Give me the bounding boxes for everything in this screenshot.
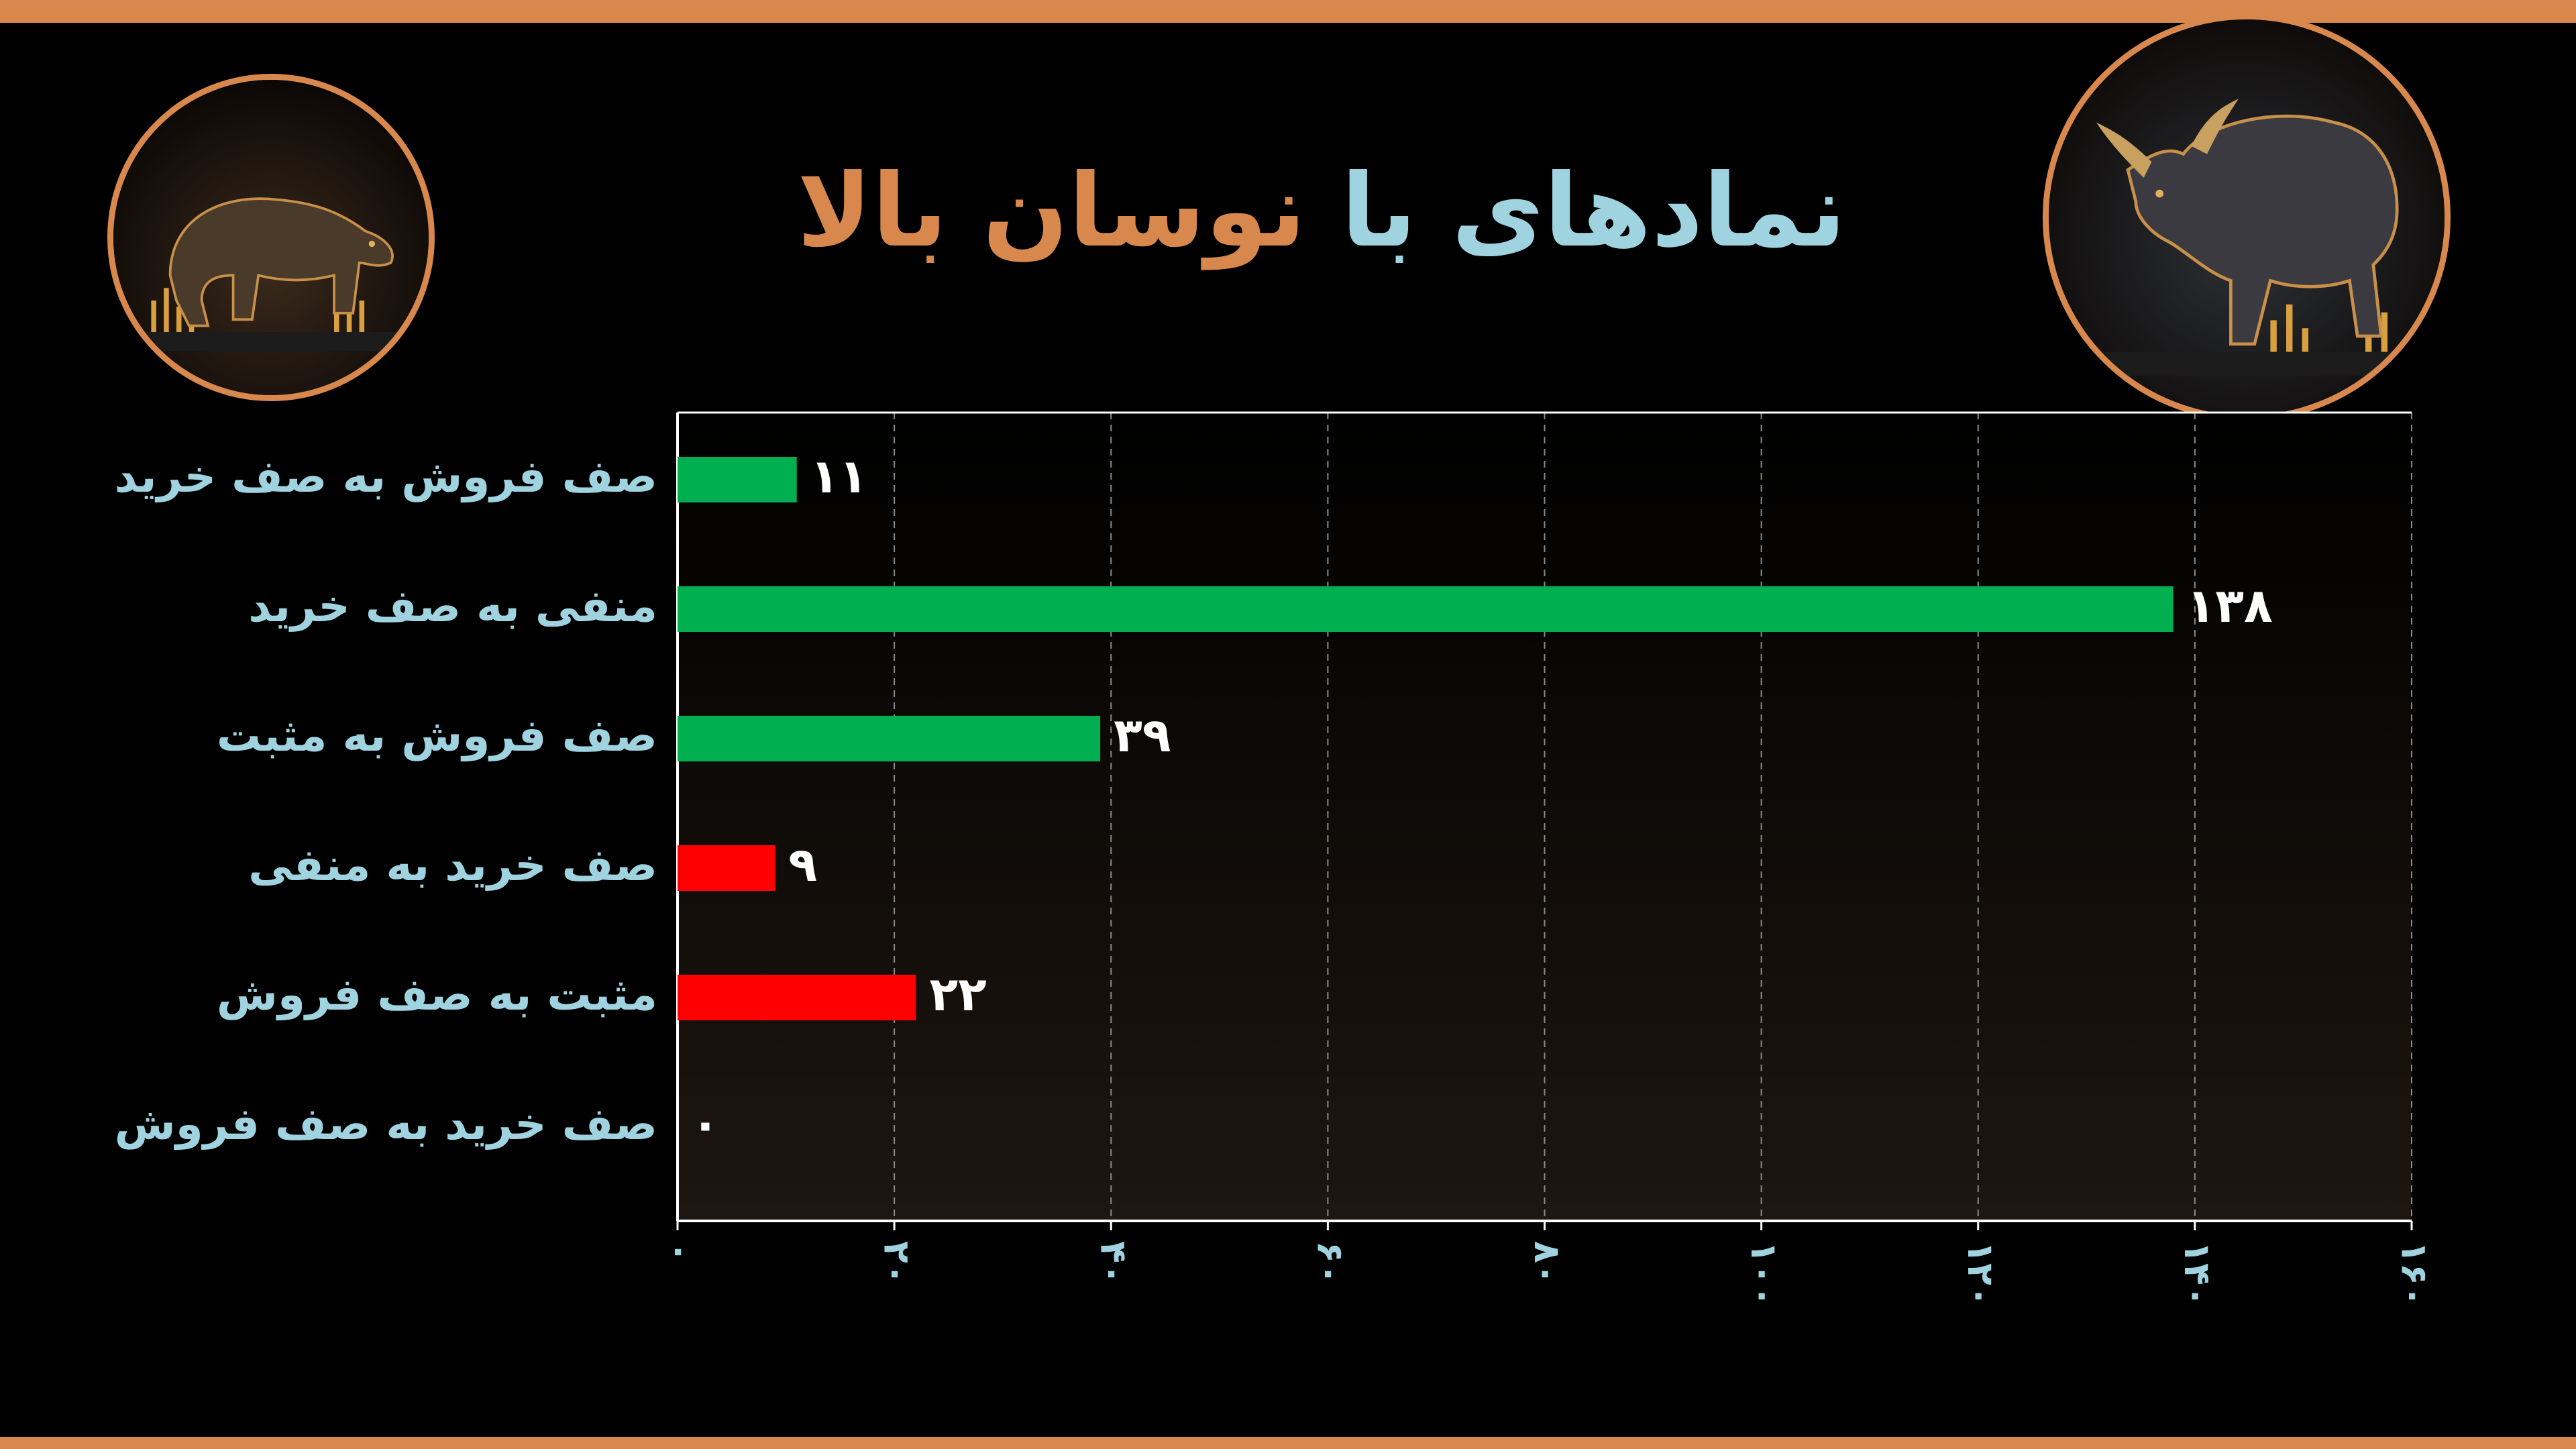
data-label: ۹: [788, 837, 817, 892]
bar: [678, 457, 797, 502]
x-tick-label: ۸۰: [1526, 1241, 1568, 1285]
x-tick-label: ۶۰: [1309, 1241, 1352, 1285]
category-label: صف خرید به منفی: [248, 839, 657, 891]
category-label: منفی به صف خرید: [248, 580, 657, 632]
x-tick-label: ۰: [659, 1241, 701, 1263]
x-tick-label: ۱۰۰: [1743, 1241, 1785, 1307]
bar: [678, 975, 916, 1020]
x-tick-label: ۴۰: [1093, 1241, 1135, 1285]
x-tick-label: ۱۴۰: [2176, 1241, 2218, 1307]
bar: [678, 586, 2174, 632]
data-label: ۱۱: [810, 449, 867, 504]
category-label: صف خرید به صف فروش: [115, 1098, 657, 1150]
bar: [678, 845, 775, 891]
data-label: ۰: [691, 1096, 720, 1151]
category-label: مثبت به صف فروش: [217, 969, 657, 1021]
x-tick-label: ۱۲۰: [1960, 1241, 2002, 1307]
category-label: صف فروش به صف خرید: [115, 451, 657, 503]
x-tick-label: ۱۶۰: [2393, 1241, 2435, 1307]
data-label: ۲۲: [929, 967, 986, 1022]
bar: [678, 716, 1100, 761]
category-label: صف فروش به مثبت: [217, 710, 657, 762]
x-tick-label: ۲۰: [875, 1241, 918, 1285]
data-label: ۱۳۸: [2187, 578, 2273, 633]
data-label: ۳۹: [1114, 708, 1171, 763]
